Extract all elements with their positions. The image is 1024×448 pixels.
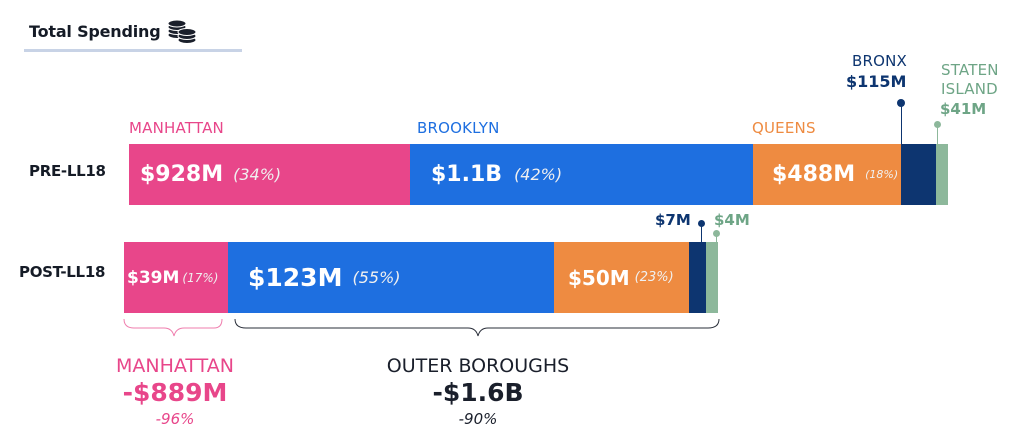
segment-value: $1.1B	[431, 162, 503, 187]
segment-brooklyn-post: $123M (55%)	[228, 242, 554, 313]
pin-dot-staten-post	[713, 230, 720, 237]
segment-bronx-post	[689, 242, 706, 313]
segment-pct: (42%)	[514, 165, 563, 184]
summary-outer-boroughs: OUTER BOROUGHS -$1.6B -90%	[368, 355, 588, 429]
brace-outer-boroughs	[234, 318, 720, 337]
value-bronx-pre: $115M	[846, 72, 907, 91]
segment-staten-island-post	[706, 242, 718, 313]
label-staten-line2: ISLAND	[941, 80, 998, 98]
segment-manhattan-pre: $928M (34%)	[129, 144, 410, 205]
pin-line-bronx-pre	[901, 104, 902, 144]
summary-outer-label: OUTER BOROUGHS	[386, 355, 570, 377]
label-manhattan-pre: MANHATTAN	[129, 119, 224, 137]
summary-outer-pct: -90%	[458, 410, 498, 428]
segment-brooklyn-pre: $1.1B (42%)	[410, 144, 753, 205]
bar-post-ll18: $39M (17%) $123M (55%) $50M (23%)	[124, 242, 718, 313]
summary-manhattan-label: MANHATTAN	[115, 355, 235, 377]
title-underline	[24, 49, 242, 52]
segment-pct: (34%)	[233, 165, 282, 184]
summary-manhattan-change: -$889M	[122, 378, 228, 407]
label-staten-line1: STATEN	[941, 61, 999, 79]
label-queens-pre: QUEENS	[752, 119, 816, 137]
segment-value: $39M	[127, 267, 180, 288]
label-brooklyn-pre: BROOKLYN	[417, 119, 500, 137]
segment-value: $123M	[248, 263, 343, 292]
segment-manhattan-post: $39M (17%)	[124, 242, 228, 313]
segment-queens-pre: $488M (18%)	[753, 144, 901, 205]
segment-value: $488M	[772, 162, 856, 187]
segment-pct: (17%)	[182, 270, 219, 285]
segment-pct: (18%)	[865, 168, 899, 181]
segment-value: $50M	[568, 265, 630, 290]
summary-outer-change: -$1.6B	[432, 378, 524, 407]
segment-value: $928M	[140, 162, 224, 187]
pin-line-staten-pre	[937, 126, 938, 144]
segment-bronx-pre	[901, 144, 936, 205]
row-label-pre: PRE-LL18	[29, 162, 106, 180]
brace-manhattan	[123, 318, 223, 337]
bar-pre-ll18: $928M (34%) $1.1B (42%) $488M (18%)	[129, 144, 948, 205]
segment-staten-island-pre	[936, 144, 948, 205]
pin-dot-staten-pre	[934, 121, 941, 128]
summary-manhattan: MANHATTAN -$889M -96%	[95, 355, 255, 429]
pin-dot-bronx-post	[698, 220, 705, 227]
summary-manhattan-pct: -96%	[155, 410, 195, 428]
pin-line-bronx-post	[701, 226, 702, 242]
row-label-post: POST-LL18	[19, 263, 106, 281]
value-staten-island-pre: $41M	[940, 100, 987, 118]
value-staten-island-post: $4M	[714, 211, 750, 229]
value-bronx-post: $7M	[655, 211, 691, 229]
pin-line-staten-post	[716, 236, 717, 242]
chart-title: Total Spending	[29, 22, 161, 41]
segment-pct: (23%)	[634, 270, 674, 285]
coins-icon	[167, 19, 197, 44]
pin-dot-bronx-pre	[897, 99, 905, 107]
label-bronx-pre: BRONX	[852, 52, 908, 70]
label-staten-island-pre: STATEN ISLAND	[941, 61, 999, 99]
segment-pct: (55%)	[352, 268, 401, 287]
segment-queens-post: $50M (23%)	[554, 242, 689, 313]
